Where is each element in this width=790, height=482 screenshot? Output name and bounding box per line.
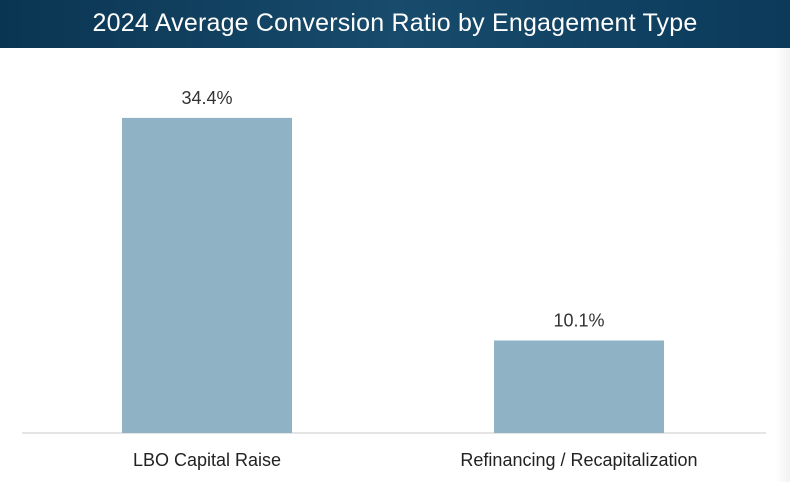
data-labels-group: 34.4% 10.1%	[181, 88, 604, 331]
data-label-1: 34.4%	[181, 88, 232, 108]
right-edge-shadow	[776, 48, 790, 482]
chart-title: 2024 Average Conversion Ratio by Engagem…	[92, 9, 698, 37]
bars-group	[122, 117, 664, 433]
data-label-2: 10.1%	[553, 310, 604, 330]
x-tick-labels-group: LBO Capital Raise Refinancing / Recapital…	[133, 450, 698, 470]
bar-2	[494, 340, 664, 433]
x-tick-label-1: LBO Capital Raise	[133, 450, 281, 470]
bar-1	[122, 117, 292, 433]
x-tick-label-2: Refinancing / Recapitalization	[460, 450, 697, 470]
title-bar: 2024 Average Conversion Ratio by Engagem…	[0, 0, 790, 48]
